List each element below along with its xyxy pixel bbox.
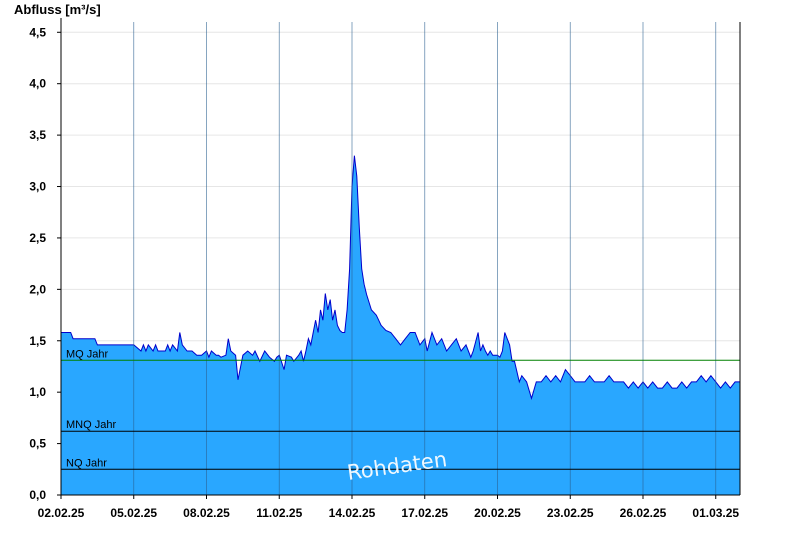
y-tick-label: 3,0 (29, 180, 46, 194)
y-tick-label: 2,5 (29, 231, 46, 245)
x-tick-label: 14.02.25 (329, 506, 376, 520)
x-tick-labels: 02.02.25 05.02.25 08.02.25 11.02.25 14.02.25… (38, 495, 739, 520)
x-tick-label: 01.03.25 (692, 506, 739, 520)
y-tick-labels: 0,0 0,5 1,0 1,5 2,0 2,5 3,0 3,5 4,0 4,5 (29, 25, 61, 502)
x-tick-label: 17.02.25 (401, 506, 448, 520)
x-tick-label: 02.02.25 (38, 506, 85, 520)
y-tick-label: 0,5 (29, 437, 46, 451)
x-tick-label: 20.02.25 (474, 506, 521, 520)
y-tick-label: 3,5 (29, 128, 46, 142)
y-axis-label: Abfluss [m³/s] (14, 2, 101, 17)
reference-line-label: MQ Jahr (66, 348, 109, 360)
y-tick-label: 4,0 (29, 77, 46, 91)
x-tick-label: 26.02.25 (620, 506, 667, 520)
x-tick-label: 08.02.25 (183, 506, 230, 520)
x-tick-label: 05.02.25 (110, 506, 157, 520)
y-tick-label: 2,0 (29, 282, 46, 296)
y-tick-label: 4,5 (29, 25, 46, 39)
reference-line-label: MNQ Jahr (66, 419, 116, 431)
discharge-line (61, 155, 740, 401)
y-tick-label: 1,0 (29, 385, 46, 399)
y-tick-label: 0,0 (29, 488, 46, 502)
x-tick-label: 11.02.25 (256, 506, 302, 520)
y-tick-label: 1,5 (29, 334, 46, 348)
reference-line-label: NQ Jahr (66, 457, 107, 469)
x-tick-label: 23.02.25 (547, 506, 594, 520)
reference-lines: MQ Jahr MNQ Jahr NQ Jahr (61, 348, 740, 470)
vertical-gridlines (133, 22, 717, 495)
